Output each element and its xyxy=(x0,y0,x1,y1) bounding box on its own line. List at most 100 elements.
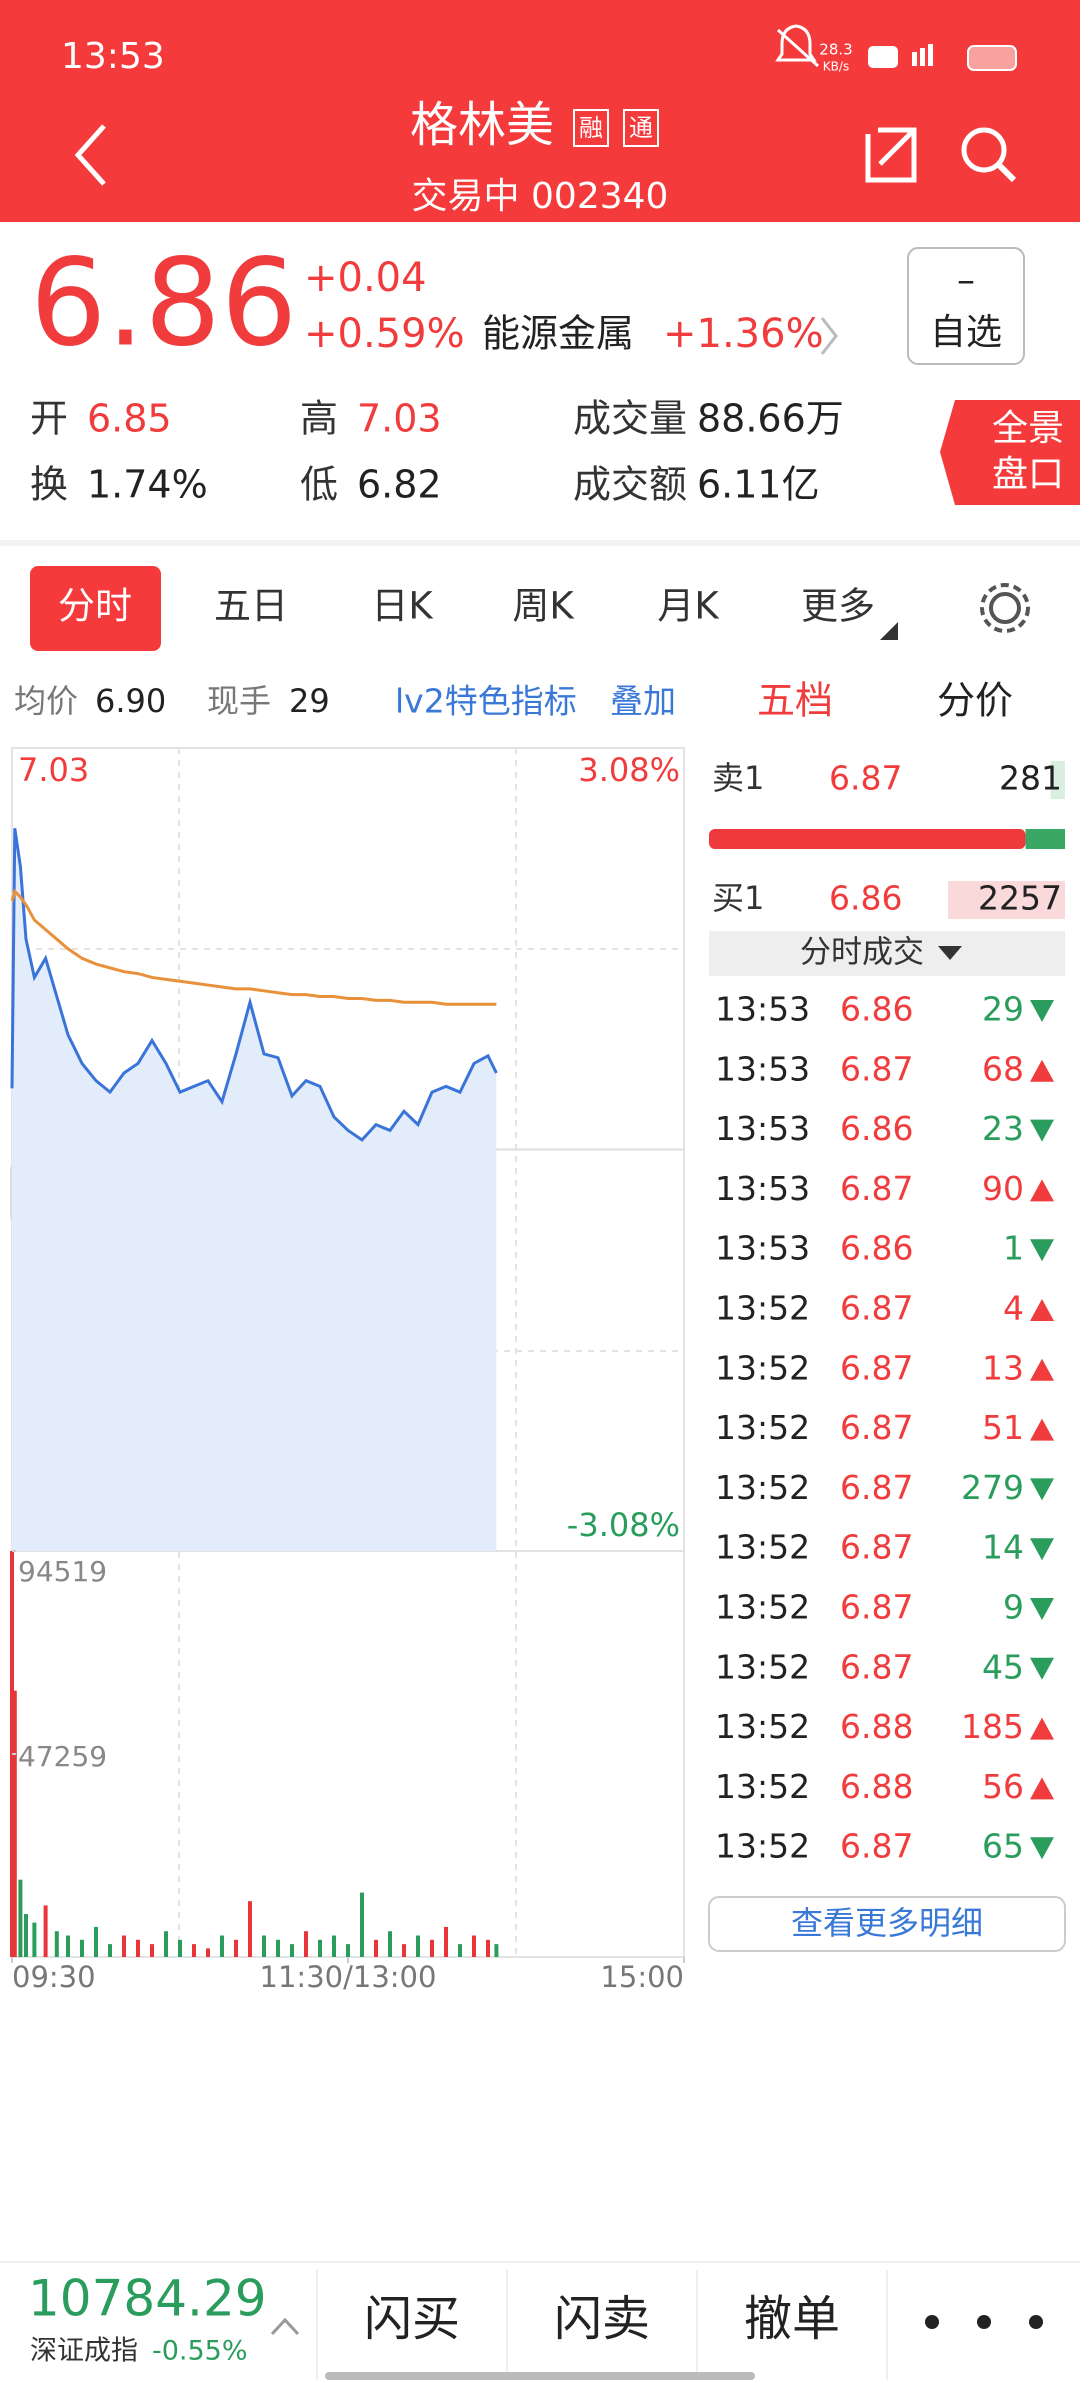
trade-price: 6.87 xyxy=(840,1528,913,1567)
tab[interactable]: 五日 xyxy=(214,585,288,628)
action-button[interactable]: 撤单 xyxy=(744,2291,840,2347)
y-right-label: -3.08% xyxy=(567,1506,680,1544)
sector[interactable]: 能源金属 xyxy=(482,312,634,356)
volume-bar xyxy=(24,1914,28,1957)
trading-status: 交易中 002340 xyxy=(412,176,669,217)
badge: 通 xyxy=(629,114,653,142)
settings-button[interactable] xyxy=(989,592,1021,624)
info-label: 均价 xyxy=(14,682,78,720)
book-price: 6.87 xyxy=(829,759,902,798)
trade-time: 13:53 xyxy=(715,1049,810,1088)
panel-tab[interactable]: 五档 xyxy=(757,679,833,723)
action-button[interactable]: 闪买 xyxy=(364,2291,460,2347)
trade-time: 13:53 xyxy=(715,1109,810,1148)
trade-price: 6.87 xyxy=(840,1588,913,1627)
share-button[interactable] xyxy=(865,127,917,183)
change: +0.04 xyxy=(304,255,427,301)
volume-bar xyxy=(494,1944,499,1957)
more-dot[interactable] xyxy=(925,2315,939,2329)
trade-price: 6.87 xyxy=(840,1827,913,1866)
volume-bar xyxy=(12,1690,17,1957)
badge-box xyxy=(573,109,609,147)
panorama-tag[interactable] xyxy=(940,400,1080,505)
tab[interactable]: 月K xyxy=(657,585,720,628)
watch-button[interactable] xyxy=(907,247,1025,365)
book-volume-bar xyxy=(1050,761,1065,799)
tabs: 分时 五日 日K 周K 月K 更多 xyxy=(58,585,875,628)
trade-volume: 4 xyxy=(1003,1289,1024,1328)
trade-price: 6.86 xyxy=(840,990,913,1029)
info-value: 29 xyxy=(289,682,330,720)
direction-arrow xyxy=(1030,1239,1054,1262)
info-link[interactable]: 叠加 xyxy=(610,682,676,721)
trade-price: 6.87 xyxy=(840,1049,913,1088)
more-button[interactable] xyxy=(708,1896,1066,1952)
last-price: 6.86 xyxy=(30,235,297,374)
tab[interactable]: 日K xyxy=(371,585,434,628)
tab[interactable]: 周K xyxy=(512,585,575,628)
trade-time: 13:52 xyxy=(715,1348,810,1387)
trade-time: 13:53 xyxy=(715,990,810,1029)
search-button[interactable] xyxy=(961,127,1007,173)
trade-price: 6.87 xyxy=(840,1468,913,1507)
stat-label: 成交额 xyxy=(573,463,687,507)
panorama-label: 盘口 xyxy=(992,454,1064,495)
volume-bar xyxy=(234,1939,238,1957)
more-triangle xyxy=(880,622,898,640)
direction-arrow xyxy=(1030,1598,1054,1620)
sector-change: +1.36% xyxy=(663,311,824,357)
stat-value: 7.03 xyxy=(357,397,442,441)
info-value: 6.90 xyxy=(95,682,166,720)
trade-price: 6.88 xyxy=(840,1707,913,1746)
separator xyxy=(0,540,1080,546)
trade-price: 6.86 xyxy=(840,1109,913,1148)
y-right-label: 3.08% xyxy=(578,751,680,789)
volume-tick-label: 94519 xyxy=(18,1555,107,1588)
book-label: 卖1 xyxy=(712,759,764,797)
order-book: 卖1 6.87 281 买1 6.86 2257 xyxy=(709,759,1065,919)
trades-header[interactable]: 分时成交 xyxy=(800,935,924,971)
trade-volume: 1 xyxy=(1003,1229,1024,1268)
trade-price: 6.87 xyxy=(840,1647,913,1686)
direction-arrow xyxy=(1030,1179,1054,1202)
trade-volume: 45 xyxy=(982,1647,1024,1686)
back-button[interactable] xyxy=(74,124,106,186)
book-volume: 281 xyxy=(999,759,1062,798)
stat-value: 88.66万 xyxy=(697,397,844,441)
index-value: 10784.29 xyxy=(28,2270,267,2328)
trade-time: 13:52 xyxy=(715,1588,810,1627)
trade-volume: 90 xyxy=(982,1169,1024,1208)
price-line xyxy=(10,828,498,1142)
expand-caret[interactable] xyxy=(270,2317,300,2336)
direction-arrow xyxy=(1030,1299,1054,1321)
trade-volume: 56 xyxy=(982,1767,1024,1806)
stat-label: 成交量 xyxy=(573,397,687,441)
info-link[interactable]: lv2特色指标 xyxy=(395,682,577,721)
stock-name: 格林美 xyxy=(410,97,554,153)
stat-value: 6.85 xyxy=(87,397,172,441)
trade-volume: 279 xyxy=(961,1468,1024,1507)
trade-price: 6.86 xyxy=(840,1229,913,1268)
stat-value: 1.74% xyxy=(87,463,208,507)
header-bg xyxy=(0,0,1080,222)
volume-bar xyxy=(402,1944,406,1957)
stat-value: 6.11亿 xyxy=(697,463,820,507)
tab[interactable]: 更多 xyxy=(801,585,875,628)
volume-bar xyxy=(94,1926,98,1957)
tab[interactable]: 分时 xyxy=(58,585,132,628)
panel-tab[interactable]: 分价 xyxy=(937,679,1013,723)
volume-bar xyxy=(458,1944,462,1957)
settings-gear xyxy=(980,583,1030,633)
action-button[interactable]: 闪卖 xyxy=(554,2291,650,2347)
x-tick-label: 15:00 xyxy=(600,1960,684,1994)
direction-arrow xyxy=(1030,1538,1054,1561)
volume-bar xyxy=(80,1939,84,1957)
volume-bar xyxy=(346,1944,350,1957)
stock-code: 002340 xyxy=(531,176,668,217)
volume-tick-label: 47259 xyxy=(18,1740,107,1773)
net-speed: 28.3 xyxy=(819,41,852,59)
book-volume-bar xyxy=(948,881,1065,919)
trade-time: 13:52 xyxy=(715,1767,810,1806)
stat-label: 高 xyxy=(300,397,338,441)
ask-ratio-bar xyxy=(1025,829,1065,849)
